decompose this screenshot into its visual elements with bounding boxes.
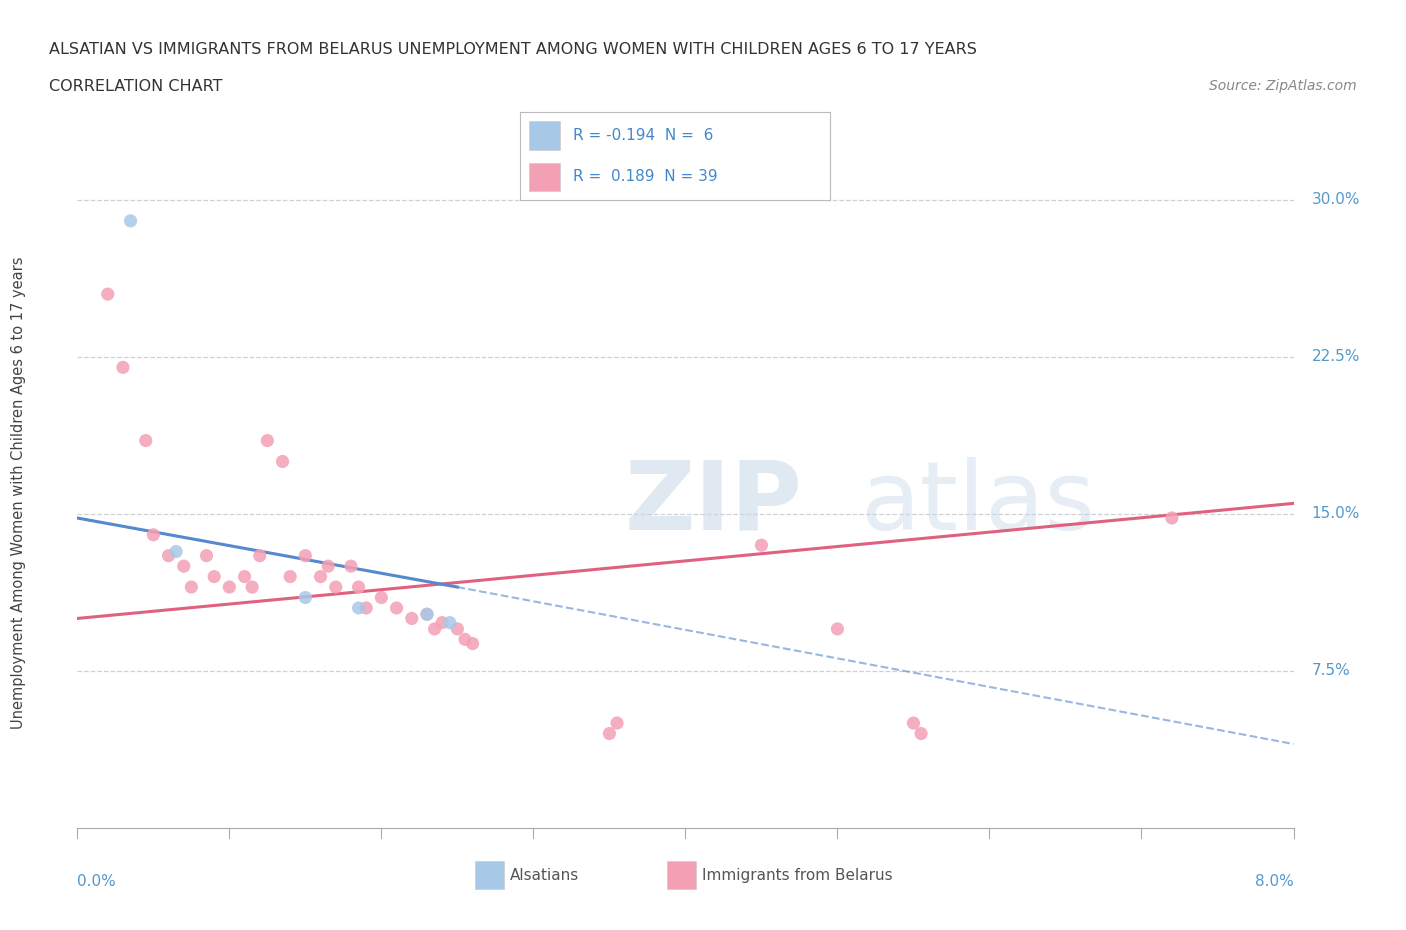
Point [354,601,377,616]
Point [454,632,477,647]
Point [142,527,165,542]
Point [180,579,202,594]
Point [309,569,332,584]
Point [195,549,218,564]
Point [598,726,620,741]
Text: 7.5%: 7.5% [1312,663,1351,678]
Point [401,611,423,626]
Point [294,549,316,564]
Point [439,616,461,631]
Bar [666,861,696,889]
Point [340,559,363,574]
Text: 0.0%: 0.0% [77,874,117,889]
Point [423,621,446,636]
Text: ZIP: ZIP [624,457,803,550]
Text: 30.0%: 30.0% [1312,193,1360,207]
Point [385,601,408,616]
Text: Immigrants from Belarus: Immigrants from Belarus [702,868,893,883]
Point [249,549,271,564]
Text: 22.5%: 22.5% [1312,350,1360,365]
Point [325,579,347,594]
Text: Source: ZipAtlas.com: Source: ZipAtlas.com [1209,79,1357,93]
Point [240,579,263,594]
Text: R = -0.194  N =  6: R = -0.194 N = 6 [572,128,713,143]
Text: 15.0%: 15.0% [1312,506,1360,522]
Point [173,559,195,574]
Point [446,621,468,636]
Point [316,559,339,574]
Bar [475,861,505,889]
Point [271,454,294,469]
Point [606,716,628,731]
Point [165,544,187,559]
Point [370,591,392,605]
Text: ALSATIAN VS IMMIGRANTS FROM BELARUS UNEMPLOYMENT AMONG WOMEN WITH CHILDREN AGES : ALSATIAN VS IMMIGRANTS FROM BELARUS UNEM… [49,42,977,57]
Point [827,621,849,636]
Point [278,569,301,584]
Point [111,360,134,375]
Point [910,726,932,741]
Text: R =  0.189  N = 39: R = 0.189 N = 39 [572,169,717,184]
Point [1161,511,1184,525]
Point [416,607,439,622]
Point [157,549,180,564]
Point [751,538,773,552]
Point [97,286,120,301]
Bar [530,121,561,150]
Point [416,607,439,622]
Text: 8.0%: 8.0% [1254,874,1294,889]
Text: Unemployment Among Women with Children Ages 6 to 17 years: Unemployment Among Women with Children A… [11,257,25,729]
Text: Alsatians: Alsatians [509,868,579,883]
Point [430,616,453,631]
Point [135,433,157,448]
Point [347,579,370,594]
Point [256,433,278,448]
Text: CORRELATION CHART: CORRELATION CHART [49,79,222,94]
Text: atlas: atlas [860,457,1095,550]
Point [120,213,142,228]
Point [294,591,316,605]
Bar [530,163,561,192]
Point [202,569,225,584]
Point [218,579,240,594]
Point [461,636,484,651]
Point [903,716,925,731]
Point [347,601,370,616]
Point [233,569,256,584]
